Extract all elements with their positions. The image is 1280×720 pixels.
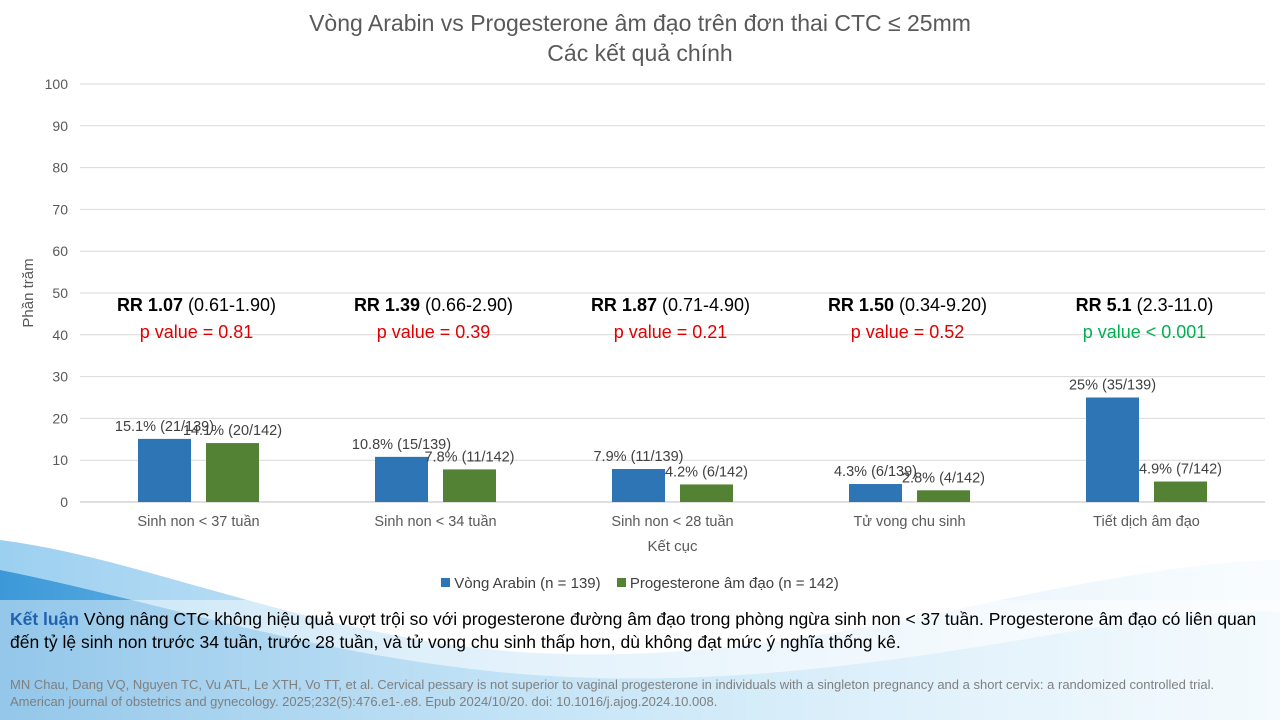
- y-tick-label: 60: [52, 243, 68, 259]
- y-tick-label: 100: [45, 76, 69, 92]
- bar-progesterone: [1154, 481, 1207, 502]
- x-tick-label: Sinh non < 28 tuần: [611, 514, 733, 530]
- y-tick-label: 90: [52, 118, 68, 134]
- rr-annotation: RR 1.07 (0.61-1.90) p value = 0.81: [87, 292, 307, 346]
- y-axis-label: Phần trăm: [20, 258, 37, 327]
- conclusion-body: Vòng nâng CTC không hiệu quả vượt trội s…: [10, 609, 1257, 652]
- rr-value: RR 1.50 (0.34-9.20): [798, 292, 1018, 319]
- legend-swatch-arabin: [441, 578, 451, 587]
- rr-annotation: RR 1.39 (0.66-2.90) p value = 0.39: [324, 292, 544, 346]
- legend-label-arabin: Vòng Arabin (n = 139): [454, 575, 601, 592]
- y-tick-label: 20: [52, 410, 68, 426]
- x-axis-label: Kết cục: [647, 538, 698, 555]
- bar-chart: 15.1% (21/139)14.1% (20/142) 10.8% (15/13…: [20, 76, 1265, 555]
- gridlines: [80, 83, 1265, 503]
- rr-value: RR 1.87 (0.71-4.90): [561, 292, 781, 319]
- bar-arabin: [612, 468, 665, 502]
- data-label: 14.1% (20/142): [183, 423, 282, 439]
- y-tick-label: 40: [52, 327, 68, 343]
- data-label: 25% (35/139): [1069, 378, 1156, 394]
- data-label: 2.8% (4/142): [902, 470, 985, 486]
- conclusion-text: Kết luận Vòng nâng CTC không hiệu quả vư…: [10, 608, 1272, 654]
- chart-title-line2: Các kết quả chính: [547, 40, 733, 66]
- rr-label: RR 1.87: [590, 295, 657, 315]
- data-label: 4.9% (7/142): [1139, 462, 1222, 478]
- legend-label-progesterone: Progesterone âm đạo (n = 142): [629, 575, 839, 592]
- x-tick-label: Tử vong chu sinh: [853, 514, 965, 530]
- rr-ci: (0.61-1.90): [182, 295, 277, 315]
- rr-ci: (0.71-4.90): [656, 295, 751, 315]
- x-tick-label: Sinh non < 34 tuần: [374, 514, 496, 530]
- bar-progesterone: [443, 469, 496, 502]
- rr-annotation: RR 5.1 (2.3-11.0) p value < 0.001: [1035, 292, 1255, 346]
- bar-arabin: [1086, 397, 1139, 502]
- data-label: 7.8% (11/142): [424, 449, 514, 465]
- rr-ci: (0.34-9.20): [893, 295, 988, 315]
- rr-annotation: RR 1.87 (0.71-4.90) p value = 0.21: [561, 292, 781, 346]
- p-value: p value = 0.81: [139, 322, 254, 342]
- rr-label: RR 1.07: [116, 295, 183, 315]
- bar-progesterone: [680, 484, 733, 502]
- bar-arabin: [849, 484, 902, 502]
- data-labels: 15.1% (21/139)14.1% (20/142) 10.8% (15/13…: [115, 378, 1222, 487]
- p-value: p value < 0.001: [1082, 322, 1207, 342]
- data-label: 15.1% (21/139): [115, 419, 214, 435]
- conclusion-label: Kết luận: [10, 609, 80, 629]
- y-tick-label: 10: [52, 452, 68, 468]
- legend: Vòng Arabin (n = 139) Progesterone âm đạ…: [0, 575, 1280, 592]
- data-label: 4.2% (6/142): [665, 464, 748, 480]
- bars: [138, 397, 1207, 502]
- citation: MN Chau, Dang VQ, Nguyen TC, Vu ATL, Le …: [10, 677, 1215, 709]
- p-value: p value = 0.52: [850, 322, 965, 342]
- y-tick-label: 0: [60, 494, 68, 510]
- legend-item-progesterone: Progesterone âm đạo (n = 142): [616, 575, 839, 592]
- data-label: 4.3% (6/139): [834, 464, 917, 480]
- data-label: 7.9% (11/139): [593, 449, 683, 465]
- rr-ci: (2.3-11.0): [1131, 295, 1214, 315]
- rr-label: RR 1.39: [353, 295, 420, 315]
- legend-item-arabin: Vòng Arabin (n = 139): [441, 575, 601, 592]
- axes: 0 10 20 30 40 50 60 70 80 90 100 Phần trăm Kết cục Si…: [20, 76, 1200, 555]
- y-tick-label: 70: [52, 201, 68, 217]
- chart-title-line1: Vòng Arabin vs Progesterone âm đạo trên …: [309, 10, 971, 36]
- rr-value: RR 1.07 (0.61-1.90): [87, 292, 307, 319]
- rr-ci: (0.66-2.90): [419, 295, 514, 315]
- x-tick-label: Sinh non < 37 tuần: [137, 514, 259, 530]
- data-label: 10.8% (15/139): [352, 437, 451, 453]
- y-tick-label: 80: [52, 160, 68, 176]
- rr-value: RR 1.39 (0.66-2.90): [324, 292, 544, 319]
- bar-arabin: [138, 438, 191, 502]
- rr-annotation: RR 1.50 (0.34-9.20) p value = 0.52: [798, 292, 1018, 346]
- rr-label: RR 1.50: [827, 295, 894, 315]
- rr-label: RR 5.1: [1075, 295, 1132, 315]
- bar-progesterone: [206, 443, 259, 502]
- rr-value: RR 5.1 (2.3-11.0): [1035, 292, 1255, 319]
- p-value: p value = 0.21: [613, 322, 728, 342]
- x-tick-label: Tiết dịch âm đạo: [1093, 514, 1200, 530]
- y-tick-label: 30: [52, 369, 68, 385]
- y-tick-label: 50: [52, 285, 68, 301]
- bar-progesterone: [917, 490, 970, 502]
- legend-swatch-progesterone: [616, 578, 626, 587]
- p-value: p value = 0.39: [376, 322, 491, 342]
- bar-arabin: [375, 456, 428, 502]
